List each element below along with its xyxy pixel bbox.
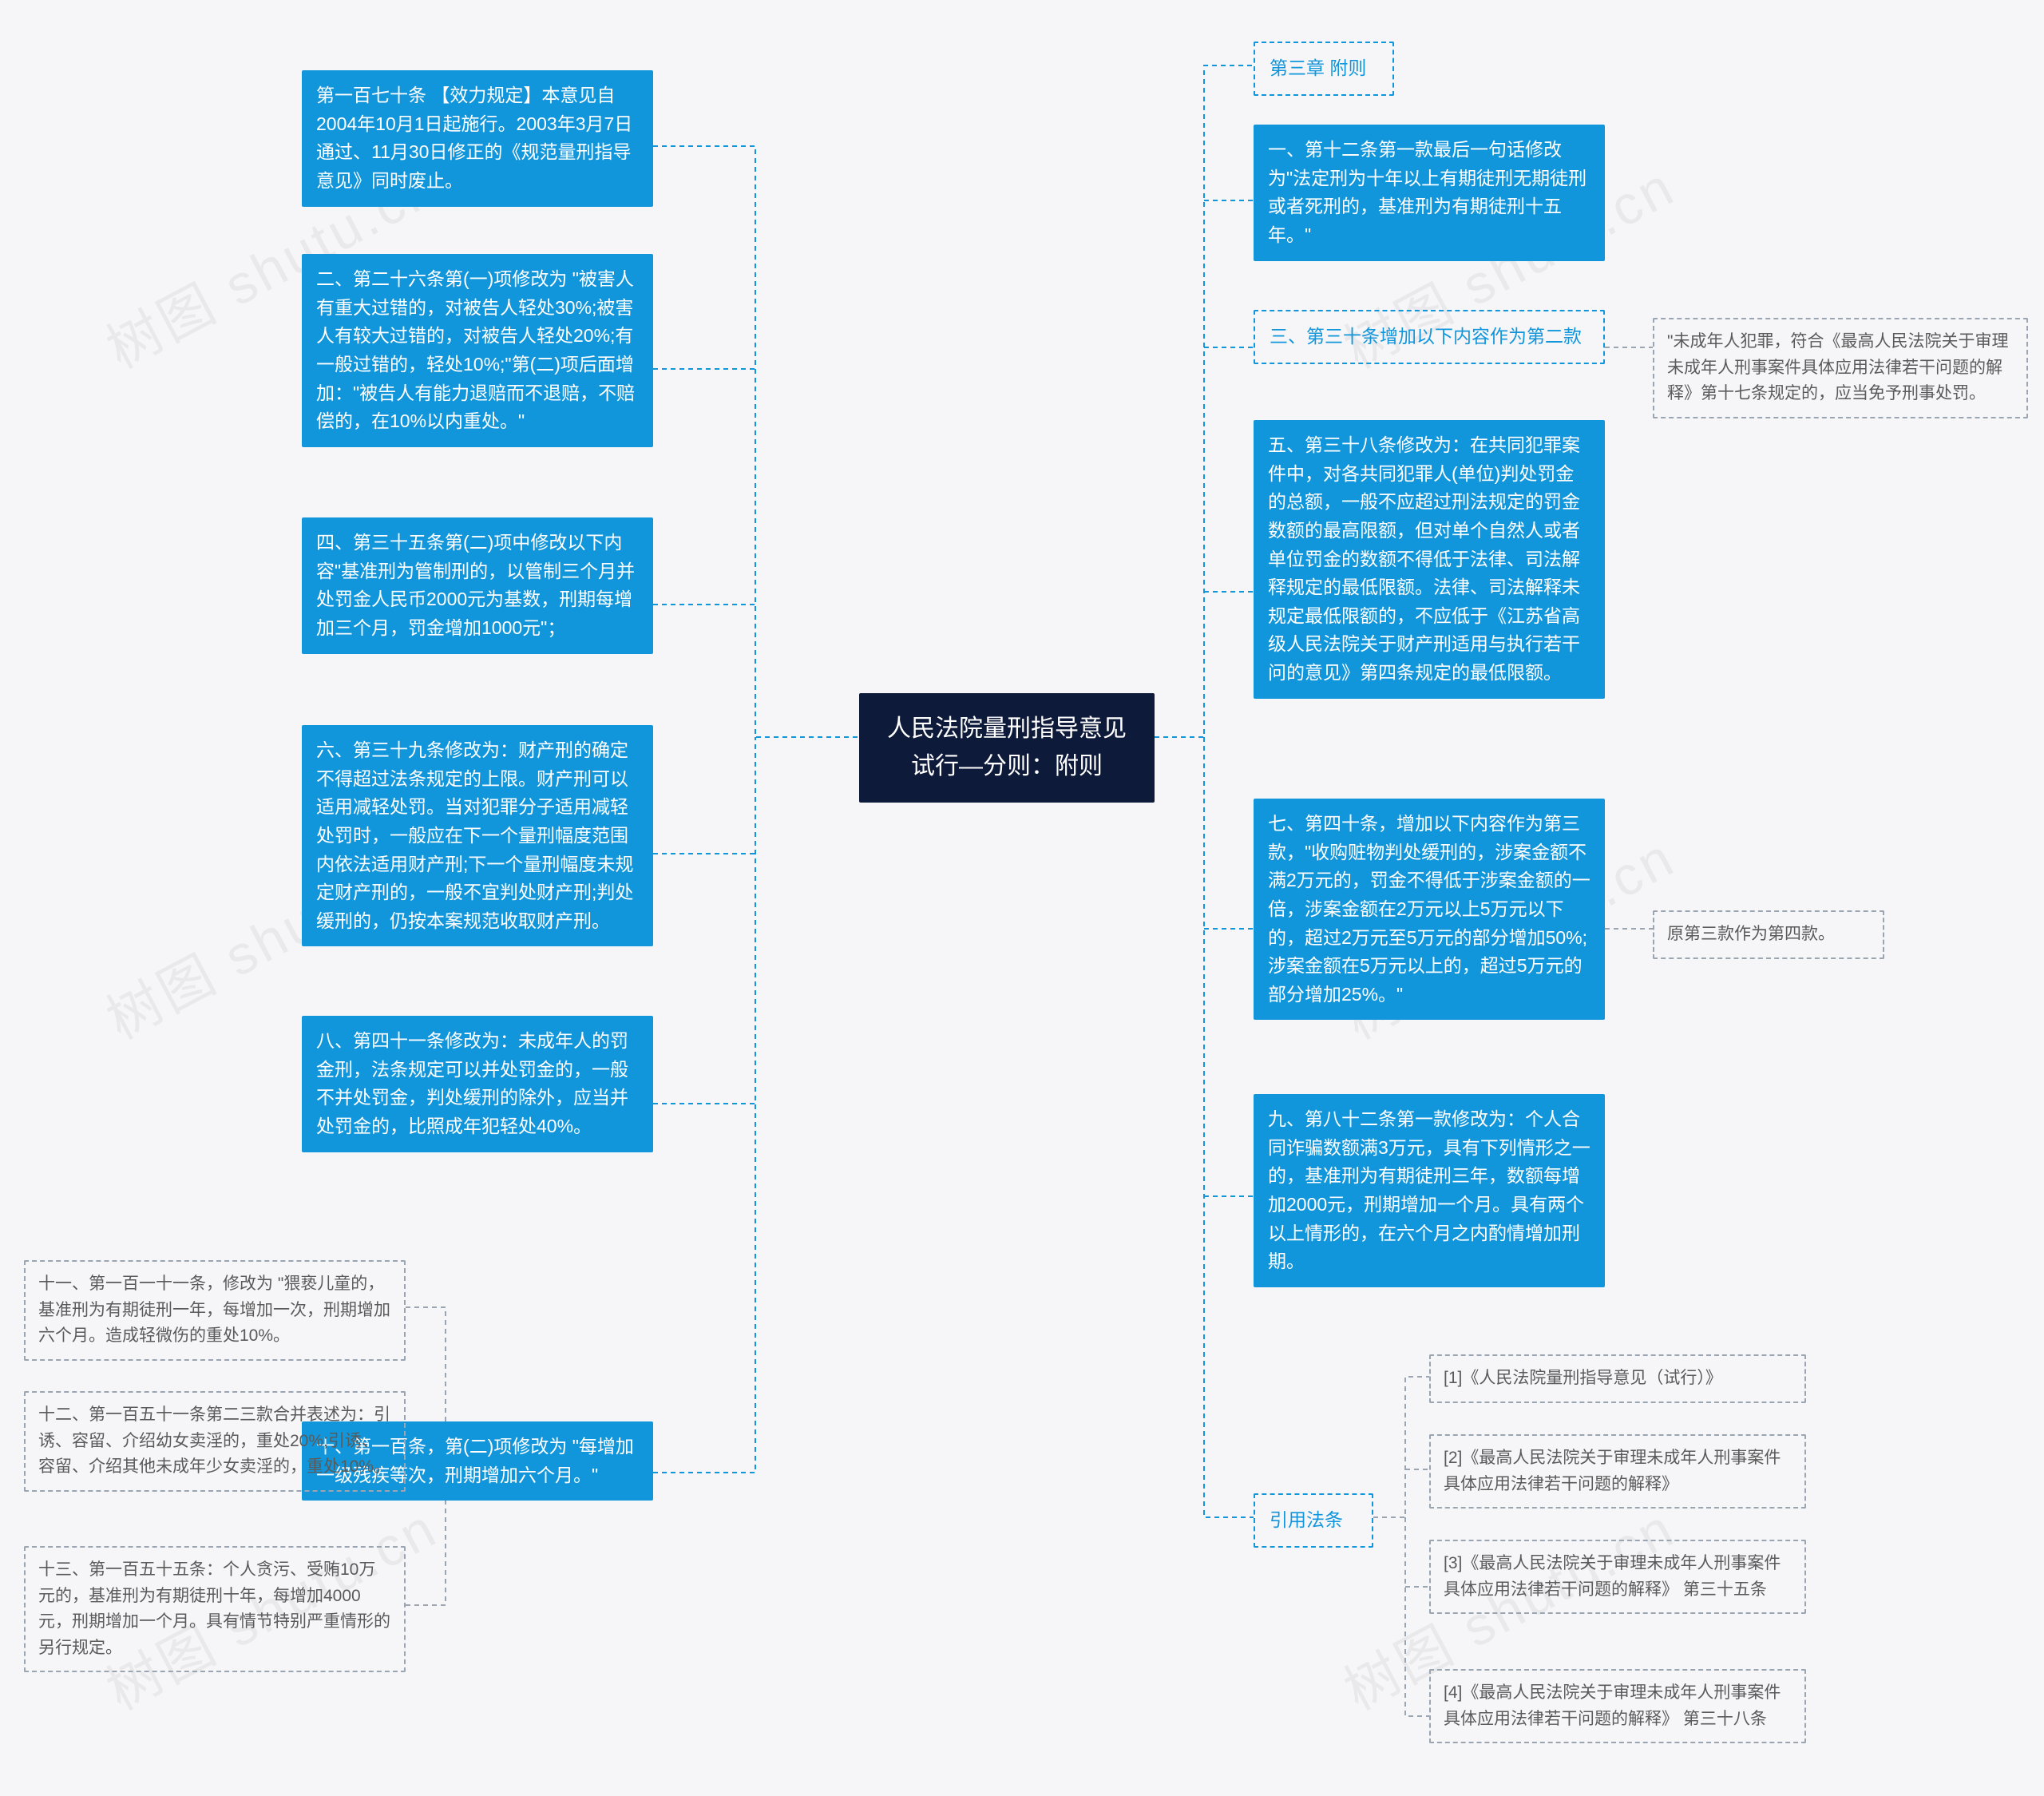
- left-node-3[interactable]: 四、第三十五条第(二)项中修改以下内容"基准刑为管制刑的，以管制三个月并处罚金人…: [302, 517, 653, 654]
- right-node-5[interactable]: 九、第八十二条第一款修改为：个人合同诈骗数额满3万元，具有下列情形之一的，基准刑…: [1254, 1094, 1605, 1287]
- left-sub-1[interactable]: 十一、第一百一十一条，修改为 "猥亵儿童的，基准刑为有期徒刑一年，每增加一次，刑…: [24, 1260, 406, 1361]
- right-node-2[interactable]: 三、第三十条增加以下内容作为第二款: [1254, 310, 1605, 364]
- right-sub-r6-3[interactable]: [3]《最高人民法院关于审理未成年人刑事案件具体应用法律若干问题的解释》 第三十…: [1429, 1540, 1806, 1614]
- central-node[interactable]: 人民法院量刑指导意见试行—分则：附则: [859, 693, 1155, 803]
- left-node-5[interactable]: 八、第四十一条修改为：未成年人的罚金刑，法条规定可以并处罚金的，一般不并处罚金，…: [302, 1016, 653, 1152]
- right-sub-r2-1[interactable]: "未成年人犯罪，符合《最高人民法院关于审理未成年人刑事案件具体应用法律若干问题的…: [1653, 318, 2028, 418]
- right-sub-r6-2[interactable]: [2]《最高人民法院关于审理未成年人刑事案件具体应用法律若干问题的解释》: [1429, 1434, 1806, 1509]
- right-node-refs[interactable]: 引用法条: [1254, 1493, 1373, 1548]
- right-sub-r6-1[interactable]: [1]《人民法院量刑指导意见（试行）》: [1429, 1354, 1806, 1403]
- left-node-1[interactable]: 第一百七十条 【效力规定】本意见自2004年10月1日起施行。2003年3月7日…: [302, 70, 653, 207]
- right-sub-r6-4[interactable]: [4]《最高人民法院关于审理未成年人刑事案件具体应用法律若干问题的解释》 第三十…: [1429, 1669, 1806, 1743]
- right-node-1[interactable]: 一、第十二条第一款最后一句话修改为"法定刑为十年以上有期徒刑无期徒刑或者死刑的，…: [1254, 125, 1605, 261]
- right-node-chapter[interactable]: 第三章 附则: [1254, 42, 1394, 96]
- left-node-4[interactable]: 六、第三十九条修改为：财产刑的确定不得超过法条规定的上限。财产刑可以适用减轻处罚…: [302, 725, 653, 946]
- right-node-3[interactable]: 五、第三十八条修改为：在共同犯罪案件中，对各共同犯罪人(单位)判处罚金的总额，一…: [1254, 420, 1605, 699]
- left-node-2[interactable]: 二、第二十六条第(一)项修改为 "被害人有重大过错的，对被告人轻处30%;被害人…: [302, 254, 653, 447]
- right-sub-r4-1[interactable]: 原第三款作为第四款。: [1653, 910, 1884, 959]
- right-node-4[interactable]: 七、第四十条，增加以下内容作为第三款，"收购赃物判处缓刑的，涉案金额不满2万元的…: [1254, 799, 1605, 1020]
- left-sub-3[interactable]: 十三、第一百五十五条：个人贪污、受贿10万元的，基准刑为有期徒刑十年，每增加40…: [24, 1546, 406, 1672]
- left-sub-2[interactable]: 十二、第一百五十一条第二三款合并表述为：引诱、容留、介绍幼女卖淫的，重处20%;…: [24, 1391, 406, 1492]
